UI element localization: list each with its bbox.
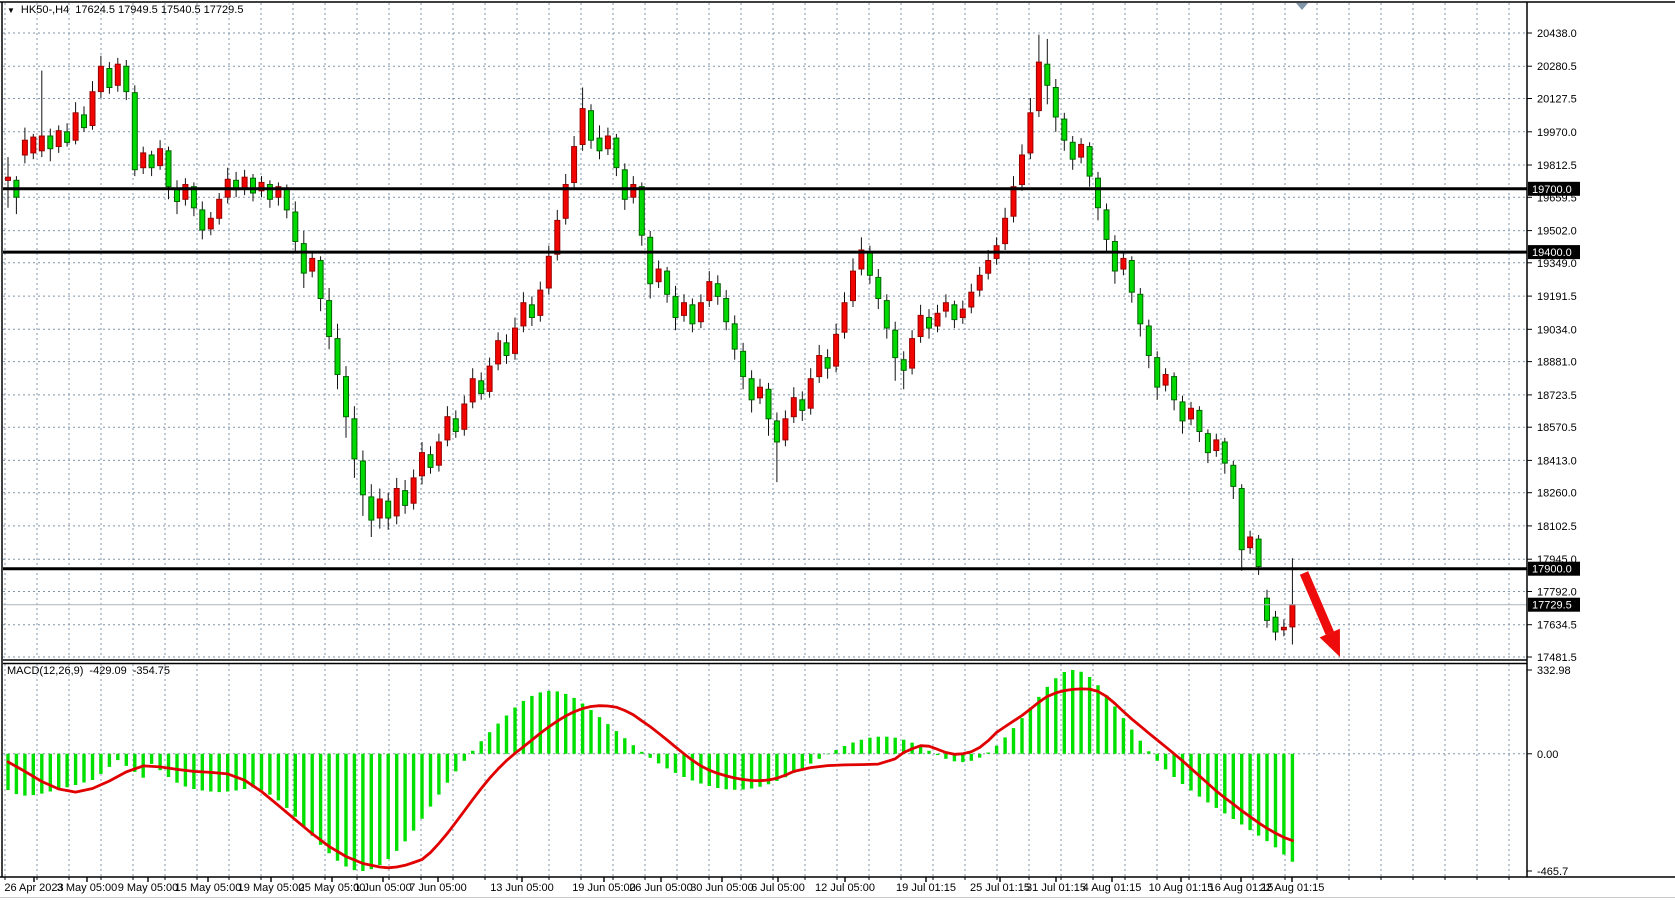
svg-text:6 Jul 05:00: 6 Jul 05:00 bbox=[751, 882, 805, 894]
svg-text:12 Jul 05:00: 12 Jul 05:00 bbox=[815, 882, 875, 894]
svg-text:31 Jul 01:15: 31 Jul 01:15 bbox=[1026, 882, 1086, 894]
svg-text:19970.0: 19970.0 bbox=[1537, 127, 1577, 139]
svg-text:18570.5: 18570.5 bbox=[1537, 422, 1577, 434]
svg-text:18102.5: 18102.5 bbox=[1537, 521, 1577, 533]
svg-text:332.98: 332.98 bbox=[1537, 665, 1571, 677]
svg-text:13 Jun 05:00: 13 Jun 05:00 bbox=[490, 882, 554, 894]
chart-title-row: ▼ HK50-,H4 17624.5 17949.5 17540.5 17729… bbox=[7, 4, 243, 16]
svg-text:26 Jun 05:00: 26 Jun 05:00 bbox=[629, 882, 693, 894]
svg-text:17900.0: 17900.0 bbox=[1532, 564, 1572, 576]
svg-text:19 Jun 05:00: 19 Jun 05:00 bbox=[572, 882, 636, 894]
svg-text:-465.7: -465.7 bbox=[1537, 866, 1568, 878]
svg-text:1 Jun 05:00: 1 Jun 05:00 bbox=[354, 882, 412, 894]
svg-text:19 May 05:00: 19 May 05:00 bbox=[238, 882, 305, 894]
down-arrow-annotation[interactable] bbox=[1299, 571, 1340, 657]
horizontal-gridlines bbox=[3, 32, 1527, 755]
svg-text:18413.0: 18413.0 bbox=[1537, 455, 1577, 467]
svg-text:20280.5: 20280.5 bbox=[1537, 61, 1577, 73]
svg-text:3 May 05:00: 3 May 05:00 bbox=[57, 882, 118, 894]
symbol-dropdown-icon[interactable]: ▼ bbox=[7, 5, 15, 15]
macd-indicator-row: MACD(12,26,9) -429.09 -354.75 bbox=[7, 665, 170, 677]
svg-text:10 Aug 01:15: 10 Aug 01:15 bbox=[1149, 882, 1214, 894]
macd-main-value: -429.09 bbox=[89, 665, 127, 677]
svg-text:17792.0: 17792.0 bbox=[1537, 587, 1577, 599]
svg-text:18723.5: 18723.5 bbox=[1537, 390, 1577, 402]
svg-text:9 May 05:00: 9 May 05:00 bbox=[118, 882, 179, 894]
svg-text:15 May 05:00: 15 May 05:00 bbox=[175, 882, 242, 894]
svg-text:19034.0: 19034.0 bbox=[1537, 324, 1577, 336]
svg-text:18881.0: 18881.0 bbox=[1537, 357, 1577, 369]
macd-signal-value: -354.75 bbox=[132, 665, 171, 677]
svg-text:19191.5: 19191.5 bbox=[1537, 291, 1577, 303]
last-bar-marker-icon bbox=[1296, 3, 1308, 10]
svg-text:17634.5: 17634.5 bbox=[1537, 620, 1577, 632]
support-resistance-lines[interactable] bbox=[3, 187, 1527, 571]
svg-text:20438.0: 20438.0 bbox=[1537, 28, 1577, 40]
svg-text:19 Jul 01:15: 19 Jul 01:15 bbox=[896, 882, 956, 894]
quote-ohlc-values: 17624.5 17949.5 17540.5 17729.5 bbox=[75, 4, 244, 16]
svg-text:25 May 05:00: 25 May 05:00 bbox=[299, 882, 366, 894]
svg-text:19502.0: 19502.0 bbox=[1537, 226, 1577, 238]
svg-text:19400.0: 19400.0 bbox=[1532, 247, 1572, 259]
svg-text:19812.5: 19812.5 bbox=[1537, 160, 1577, 172]
macd-indicator-label: MACD(12,26,9) bbox=[7, 665, 84, 677]
svg-text:17729.5: 17729.5 bbox=[1532, 600, 1572, 612]
svg-text:26 Apr 2023: 26 Apr 2023 bbox=[4, 882, 63, 894]
macd-signal-line bbox=[6, 687, 1294, 870]
price-level-badges: 19700.0 19400.0 17900.0 17729.5 bbox=[1528, 181, 1580, 612]
svg-text:4 Aug 01:15: 4 Aug 01:15 bbox=[1083, 882, 1142, 894]
svg-text:16 Aug 01:15: 16 Aug 01:15 bbox=[1209, 882, 1274, 894]
svg-text:19349.0: 19349.0 bbox=[1537, 258, 1577, 270]
svg-text:19700.0: 19700.0 bbox=[1532, 184, 1572, 196]
svg-text:7 Jun 05:00: 7 Jun 05:00 bbox=[409, 882, 467, 894]
symbol-period-label: HK50-,H4 bbox=[20, 4, 70, 16]
svg-text:17481.5: 17481.5 bbox=[1537, 652, 1577, 664]
svg-text:18260.0: 18260.0 bbox=[1537, 488, 1577, 500]
vertical-gridlines bbox=[4, 3, 1510, 877]
svg-text:30 Jun 05:00: 30 Jun 05:00 bbox=[690, 882, 754, 894]
svg-text:20127.5: 20127.5 bbox=[1537, 94, 1577, 106]
svg-text:25 Jul 01:15: 25 Jul 01:15 bbox=[970, 882, 1030, 894]
svg-text:22 Aug 01:15: 22 Aug 01:15 bbox=[1260, 882, 1325, 894]
svg-text:0.00: 0.00 bbox=[1537, 749, 1558, 761]
candlestick-series[interactable] bbox=[5, 34, 1296, 645]
